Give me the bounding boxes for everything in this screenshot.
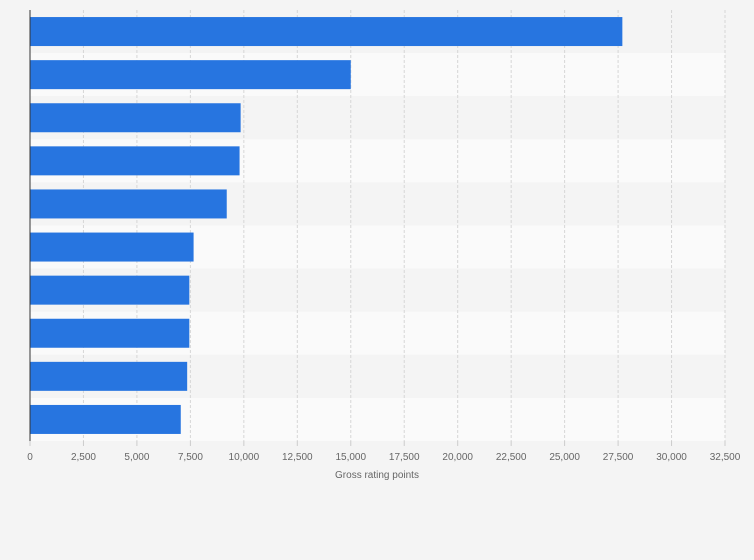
bar[interactable] (30, 17, 623, 47)
bar[interactable] (30, 103, 241, 133)
x-tick-label: 2,500 (71, 452, 96, 463)
x-tick-label: 0 (27, 452, 33, 463)
bar[interactable] (30, 232, 194, 262)
x-tick-label: 10,000 (229, 452, 260, 463)
bar[interactable] (30, 404, 181, 434)
x-tick-label: 15,000 (335, 452, 366, 463)
x-tick-label: 12,500 (282, 452, 313, 463)
x-axis-title: Gross rating points (335, 470, 419, 481)
bar[interactable] (30, 361, 188, 391)
bar[interactable] (30, 189, 227, 219)
x-tick-label: 30,000 (656, 452, 687, 463)
x-tick-label: 5,000 (124, 452, 149, 463)
x-tick-label: 22,500 (496, 452, 527, 463)
bars (30, 17, 623, 434)
bar[interactable] (30, 275, 190, 305)
bar[interactable] (30, 146, 240, 176)
x-axis-ticks: 0 2,500 5,000 7,500 10,000 12,500 15,000 17,500… (27, 441, 741, 463)
x-tick-label: 20,000 (442, 452, 473, 463)
x-tick-label: 27,500 (603, 452, 634, 463)
bar[interactable] (30, 60, 351, 90)
bar[interactable] (30, 318, 190, 348)
x-tick-label: 17,500 (389, 452, 420, 463)
x-tick-label: 32,500 (710, 452, 741, 463)
x-tick-label: 7,500 (178, 452, 203, 463)
x-tick-label: 25,000 (549, 452, 580, 463)
